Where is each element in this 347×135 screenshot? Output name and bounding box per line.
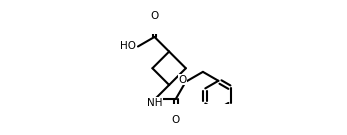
Text: O: O xyxy=(178,75,187,85)
Text: NH: NH xyxy=(147,98,162,108)
Text: O: O xyxy=(172,115,180,126)
Text: O: O xyxy=(150,11,159,21)
Text: HO: HO xyxy=(120,41,136,51)
